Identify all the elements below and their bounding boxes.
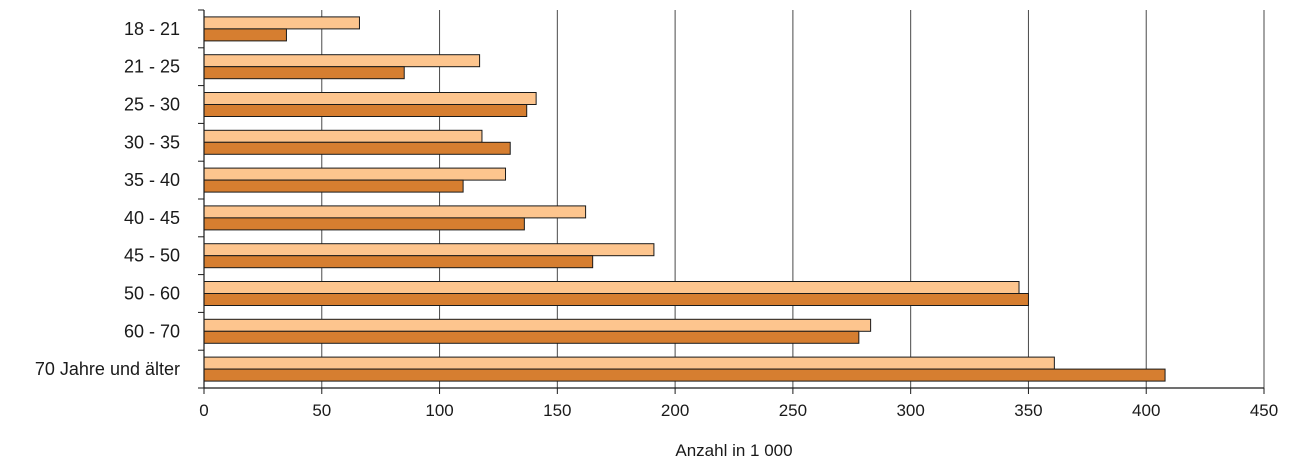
- bar-dark-4: [203, 179, 464, 193]
- bar-dark-1: [203, 66, 405, 80]
- category-label-0: 18 - 21: [124, 19, 180, 39]
- x-tick-label-250: 250: [779, 401, 807, 420]
- x-tick-labels: 0 50 100 150 200 250 300 350 400 450: [199, 401, 1278, 420]
- x-tick-label-300: 300: [896, 401, 924, 420]
- bar-dark-0: [203, 28, 287, 42]
- bar-light-9: [203, 356, 1055, 370]
- bar-light-7: [203, 281, 1020, 294]
- bar-light-8: [203, 318, 872, 332]
- bar-light-4: [203, 167, 507, 181]
- x-tick-label-350: 350: [1014, 401, 1042, 420]
- x-tick-label-400: 400: [1132, 401, 1160, 420]
- bar-light-2: [203, 92, 537, 105]
- category-label-7: 50 - 60: [124, 284, 180, 304]
- x-axis-title: Anzahl in 1 000: [675, 441, 792, 460]
- category-label-2: 25 - 30: [124, 95, 180, 115]
- gridlines: [321, 10, 1265, 388]
- category-labels: 18 - 21 21 - 25 25 - 30 30 - 35 35 - 40 40 - …: [35, 19, 180, 379]
- category-label-8: 60 - 70: [124, 321, 180, 341]
- bar-dark-8: [203, 330, 860, 344]
- x-tick-label-200: 200: [661, 401, 689, 420]
- x-tick-label-50: 50: [312, 401, 331, 420]
- category-label-1: 21 - 25: [124, 57, 180, 77]
- bar-dark-2: [203, 104, 528, 117]
- bar-light-3: [203, 129, 483, 143]
- bars: [203, 16, 1166, 382]
- x-tick-label-450: 450: [1250, 401, 1278, 420]
- x-tick-label-150: 150: [543, 401, 571, 420]
- category-label-5: 40 - 45: [124, 208, 180, 228]
- bar-light-0: [203, 16, 360, 30]
- category-label-6: 45 - 50: [124, 246, 180, 266]
- bar-light-6: [203, 243, 655, 257]
- bar-dark-3: [203, 141, 511, 155]
- category-label-3: 30 - 35: [124, 132, 180, 152]
- bar-dark-9: [203, 368, 1166, 382]
- bar-dark-6: [203, 255, 594, 269]
- x-tick-label-100: 100: [425, 401, 453, 420]
- axes: [198, 9, 1265, 394]
- category-label-4: 35 - 40: [124, 170, 180, 190]
- x-tick-label-0: 0: [199, 401, 208, 420]
- bar-dark-5: [203, 217, 525, 231]
- bar-light-1: [203, 54, 481, 68]
- category-label-9: 70 Jahre und älter: [35, 359, 180, 379]
- bar-dark-7: [203, 293, 1029, 306]
- bar-light-5: [203, 205, 587, 219]
